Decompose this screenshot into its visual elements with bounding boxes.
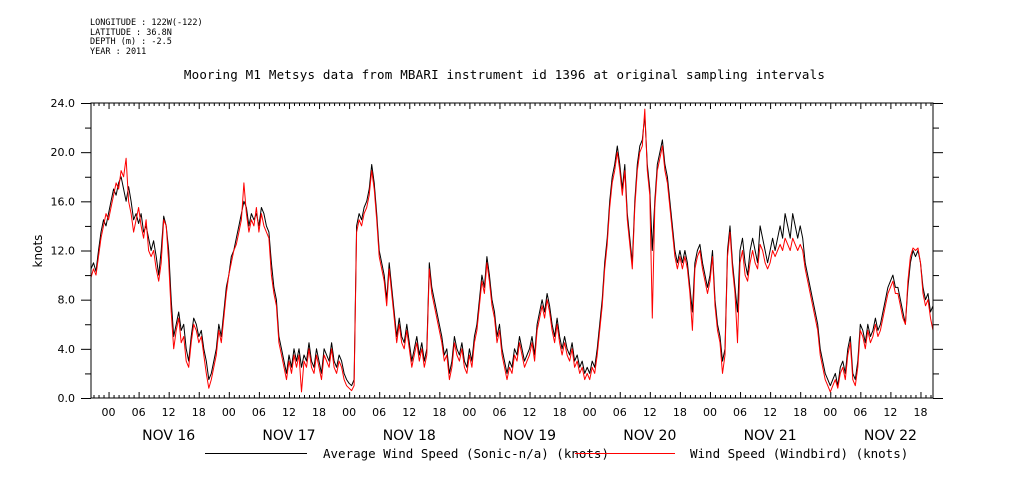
x-tick-label: 18 <box>553 406 567 419</box>
x-day-label: NOV 19 <box>503 428 556 444</box>
y-tick-label: 0.0 <box>58 392 76 405</box>
axis-labels: 00 06 12 18 00 06 12 18 00 06 12 18 00 06 12 18 00 06 12 18… <box>51 97 928 444</box>
x-tick-label: 12 <box>763 406 777 419</box>
x-day-label: NOV 22 <box>864 428 917 444</box>
x-day-label: NOV 21 <box>744 428 797 444</box>
depth-label: DEPTH (m) : -2.5 <box>90 37 172 47</box>
x-tick-label: 12 <box>643 406 657 419</box>
x-day-label: NOV 20 <box>623 428 676 444</box>
x-tick-label: 12 <box>402 406 416 419</box>
chart-title: Mooring M1 Metsys data from MBARI instru… <box>183 67 826 82</box>
y-tick-label: 4.0 <box>58 343 76 356</box>
latitude-label: LATITUDE : 36.8N <box>90 27 172 38</box>
x-tick-label: 12 <box>883 406 897 419</box>
metadata-block: LONGITUDE : 122W(-122) LATITUDE : 36.8N … <box>90 18 203 57</box>
x-tick-label: 18 <box>673 406 687 419</box>
y-tick-label: 24.0 <box>51 97 76 110</box>
longitude-label: LONGITUDE : 122W(-122) <box>90 18 203 28</box>
x-tick-label: 12 <box>523 406 537 419</box>
x-tick-label: 00 <box>583 406 597 419</box>
x-tick-label: 18 <box>192 406 206 419</box>
series-line-average-wind <box>90 114 934 387</box>
x-day-label: NOV 17 <box>262 428 315 444</box>
y-tick-label: 20.0 <box>51 146 76 159</box>
x-tick-label: 18 <box>793 406 807 419</box>
legend-line-average <box>205 453 307 454</box>
x-day-label: NOV 16 <box>142 428 195 444</box>
x-tick-label: 12 <box>282 406 296 419</box>
legend-label-average: Average Wind Speed (Sonic-n/a) (knots) <box>323 446 609 461</box>
x-tick-label: 06 <box>613 406 627 419</box>
x-tick-label: 12 <box>162 406 176 419</box>
y-tick-label: 12.0 <box>51 245 76 258</box>
x-tick-label: 06 <box>132 406 146 419</box>
y-tick-label: 16.0 <box>51 195 76 208</box>
series-line-windbird <box>90 108 934 393</box>
x-tick-label: 00 <box>342 406 356 419</box>
tick-marks <box>81 103 943 399</box>
legend-line-windbird <box>575 453 675 454</box>
x-day-label: NOV 18 <box>383 428 436 444</box>
legend-label-windbird: Wind Speed (Windbird) (knots) <box>690 446 909 461</box>
y-tick-label: 8.0 <box>58 294 76 307</box>
x-tick-label: 18 <box>432 406 446 419</box>
x-tick-label: 06 <box>492 406 506 419</box>
x-tick-label: 06 <box>853 406 867 419</box>
x-tick-label: 00 <box>462 406 476 419</box>
plot-frame <box>90 102 934 399</box>
x-tick-label: 06 <box>252 406 266 419</box>
legend: Average Wind Speed (Sonic-n/a) (knots) W… <box>0 444 1009 464</box>
y-axis-label: knots <box>31 235 45 268</box>
x-tick-label: 00 <box>102 406 116 419</box>
series-lines <box>90 108 934 393</box>
x-tick-label: 18 <box>913 406 927 419</box>
x-tick-label: 06 <box>733 406 747 419</box>
x-tick-label: 00 <box>222 406 236 419</box>
x-tick-label: 18 <box>312 406 326 419</box>
x-tick-label: 00 <box>703 406 717 419</box>
year-label: YEAR : 2011 <box>90 46 147 57</box>
x-tick-label: 06 <box>372 406 386 419</box>
x-tick-label: 00 <box>823 406 837 419</box>
